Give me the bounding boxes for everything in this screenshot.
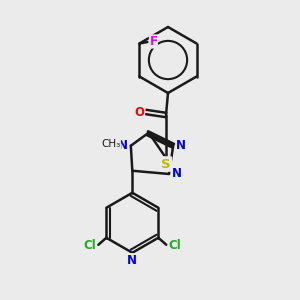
Text: Cl: Cl (168, 239, 181, 252)
Text: Cl: Cl (84, 239, 96, 252)
Text: N: N (127, 254, 137, 267)
Text: O: O (134, 106, 144, 118)
Text: CH₃: CH₃ (101, 139, 120, 149)
Text: N: N (118, 139, 128, 152)
Text: N: N (176, 139, 186, 152)
Text: S: S (161, 158, 171, 170)
Text: F: F (149, 35, 158, 48)
Text: N: N (172, 167, 182, 181)
